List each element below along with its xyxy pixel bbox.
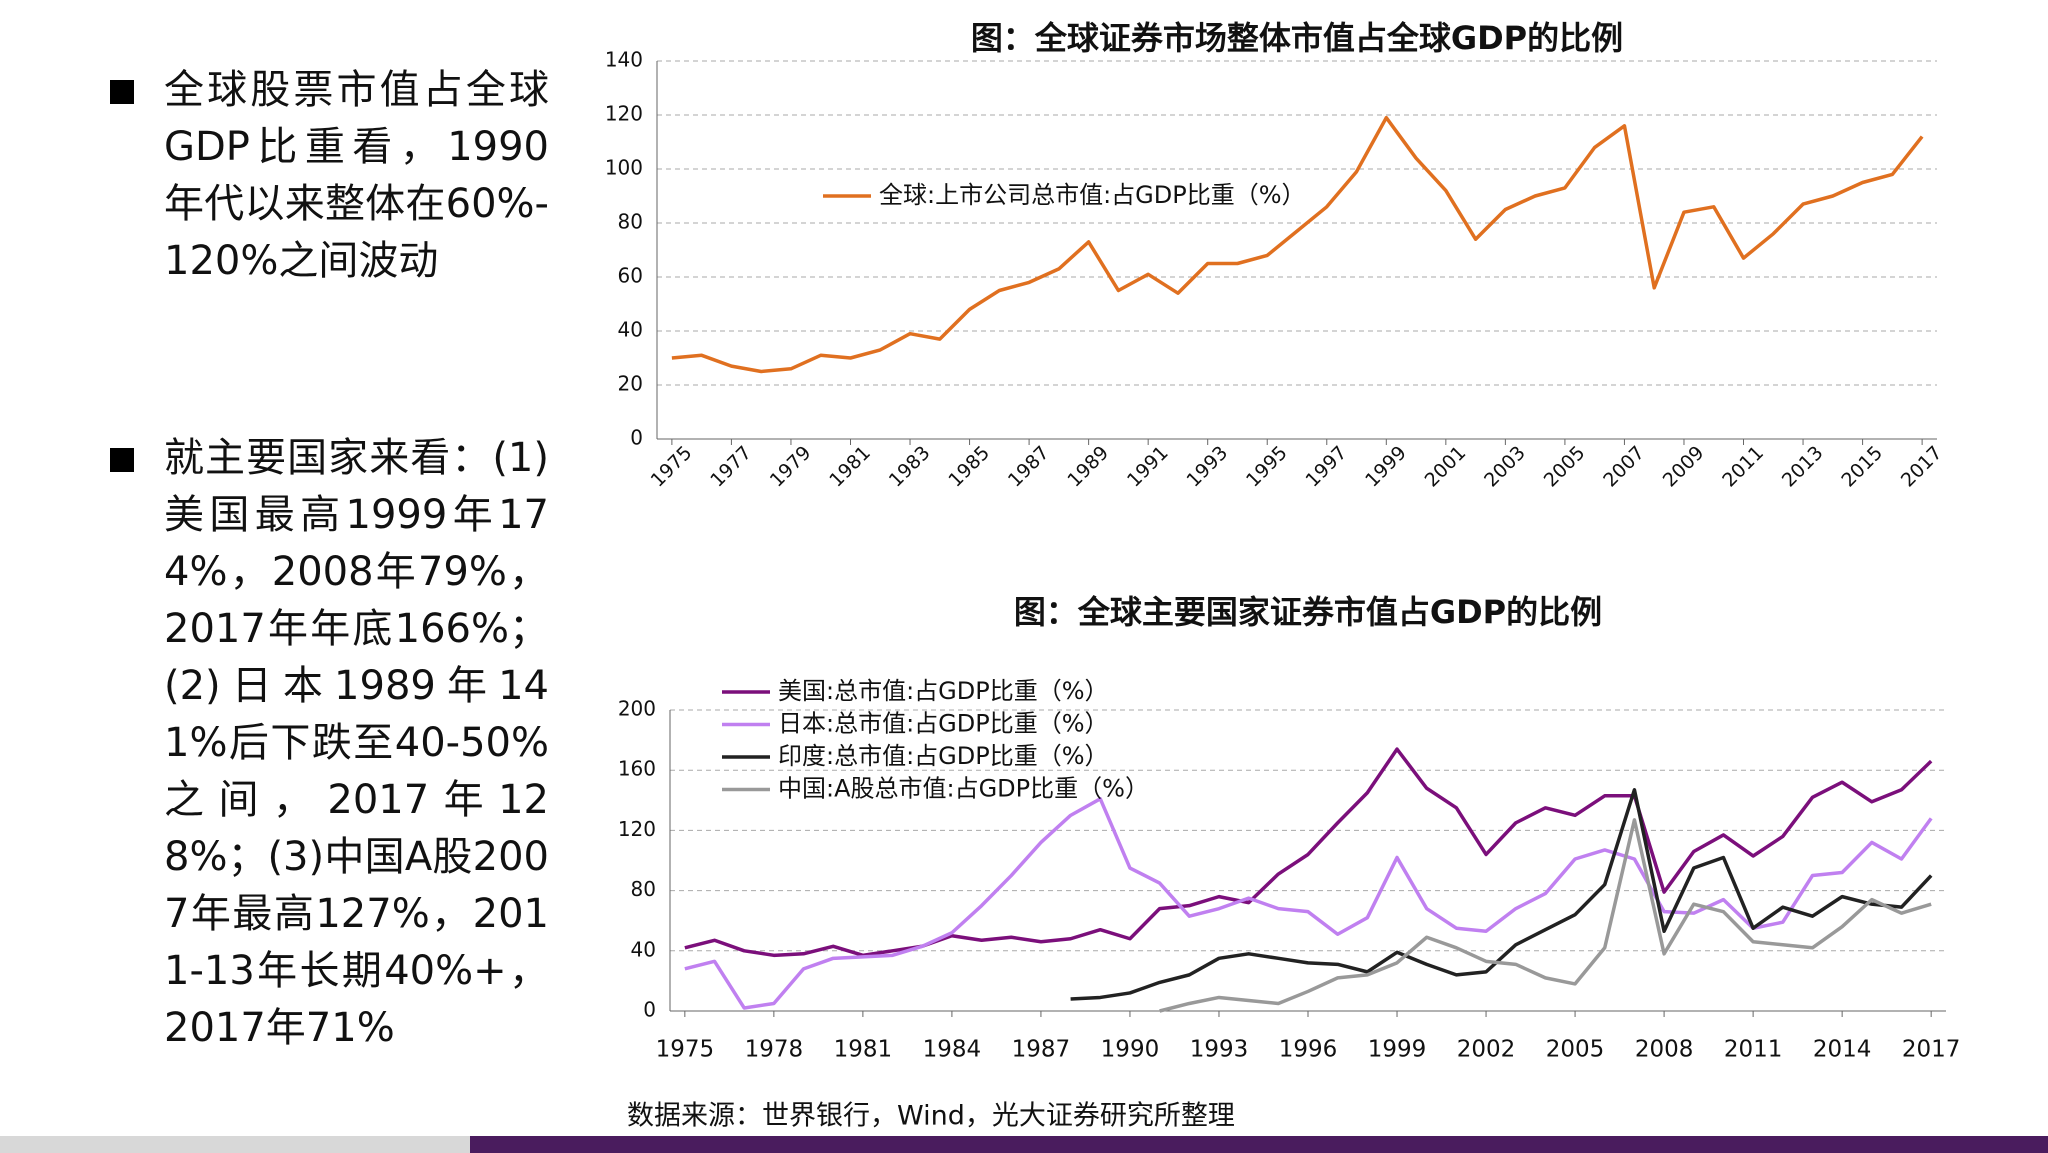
bullet-text: 全球股票市值占全球GDP比重看，1990年代以来整体在60%-120%之间波动 bbox=[164, 67, 549, 284]
legend-label: 全球:上市公司总市值:占GDP比重（%） bbox=[879, 181, 1306, 209]
y-tick-label: 0 bbox=[643, 998, 656, 1022]
x-tick-label: 1995 bbox=[1242, 442, 1292, 492]
x-tick-label: 1984 bbox=[923, 1037, 982, 1063]
x-tick-label: 1990 bbox=[1101, 1037, 1160, 1063]
bullet: 就主要国家来看：(1)美国最高1999年174%，2008年79%，2017年年… bbox=[110, 430, 550, 1057]
y-tick-label: 40 bbox=[618, 318, 643, 342]
y-tick-label: 140 bbox=[605, 48, 643, 72]
x-tick-label: 1997 bbox=[1302, 442, 1352, 492]
legend-label: 美国:总市值:占GDP比重（%） bbox=[778, 677, 1109, 705]
x-tick-label: 1979 bbox=[766, 442, 816, 492]
y-tick-label: 160 bbox=[618, 757, 656, 781]
x-tick-label: 1987 bbox=[1012, 1037, 1071, 1063]
x-tick-label: 1981 bbox=[834, 1037, 893, 1063]
x-tick-label: 2017 bbox=[1897, 442, 1947, 492]
bullet-marker bbox=[110, 448, 134, 472]
legend-label: 印度:总市值:占GDP比重（%） bbox=[778, 742, 1109, 770]
y-tick-label: 80 bbox=[618, 210, 643, 234]
x-tick-label: 2002 bbox=[1457, 1037, 1516, 1063]
x-tick-label: 2007 bbox=[1599, 442, 1649, 492]
bullet: 全球股票市值占全球GDP比重看，1990年代以来整体在60%-120%之间波动 bbox=[110, 62, 550, 290]
y-tick-label: 120 bbox=[618, 817, 656, 841]
x-tick-label: 1975 bbox=[647, 442, 697, 492]
chart-title: 图：全球证券市场整体市值占全球GDP的比例 bbox=[971, 19, 1623, 57]
x-tick-label: 2013 bbox=[1778, 442, 1828, 492]
x-tick-label: 1999 bbox=[1368, 1037, 1427, 1063]
y-tick-label: 120 bbox=[605, 102, 643, 126]
x-tick-label: 2005 bbox=[1546, 1037, 1605, 1063]
x-tick-label: 2014 bbox=[1813, 1037, 1872, 1063]
series-line bbox=[1159, 818, 1932, 1013]
series-line bbox=[684, 797, 1933, 1010]
y-tick-label: 200 bbox=[618, 697, 656, 721]
x-tick-label: 1999 bbox=[1361, 442, 1411, 492]
x-tick-label: 1985 bbox=[944, 442, 994, 492]
y-tick-label: 80 bbox=[631, 877, 656, 901]
source-note: 数据来源：世界银行，Wind，光大证券研究所整理 bbox=[627, 1101, 1235, 1132]
bullet-marker bbox=[110, 80, 134, 104]
x-tick-label: 2008 bbox=[1635, 1037, 1694, 1063]
x-tick-label: 2003 bbox=[1480, 442, 1530, 492]
x-tick-label: 1987 bbox=[1004, 442, 1054, 492]
x-tick-label: 1991 bbox=[1123, 442, 1173, 492]
x-tick-label: 2009 bbox=[1659, 442, 1709, 492]
x-tick-label: 1977 bbox=[706, 442, 756, 492]
x-tick-label: 1975 bbox=[656, 1037, 715, 1063]
x-tick-label: 2017 bbox=[1902, 1037, 1961, 1063]
x-tick-label: 2015 bbox=[1837, 442, 1887, 492]
x-tick-label: 1993 bbox=[1190, 1037, 1249, 1063]
footer-bar bbox=[470, 1136, 2048, 1153]
bullet-text: 就主要国家来看：(1)美国最高1999年174%，2008年79%，2017年年… bbox=[164, 435, 549, 1051]
x-tick-label: 1989 bbox=[1063, 442, 1113, 492]
y-tick-label: 20 bbox=[618, 372, 643, 396]
series-line bbox=[671, 115, 1924, 374]
x-tick-label: 1996 bbox=[1279, 1037, 1338, 1063]
legend-label: 日本:总市值:占GDP比重（%） bbox=[778, 710, 1109, 738]
series-line bbox=[1070, 788, 1933, 1001]
x-tick-label: 2011 bbox=[1718, 442, 1768, 492]
x-tick-label: 1983 bbox=[885, 442, 935, 492]
legend-label: 中国:A股总市值:占GDP比重（%） bbox=[778, 775, 1149, 803]
x-tick-label: 2001 bbox=[1421, 442, 1471, 492]
chart-title: 图：全球主要国家证券市值占GDP的比例 bbox=[1014, 593, 1602, 631]
x-tick-label: 1981 bbox=[825, 442, 875, 492]
y-tick-label: 100 bbox=[605, 156, 643, 180]
y-tick-label: 0 bbox=[630, 426, 643, 450]
x-tick-label: 1993 bbox=[1182, 442, 1232, 492]
x-tick-label: 2011 bbox=[1724, 1037, 1783, 1063]
series-line bbox=[684, 747, 1933, 958]
x-tick-label: 2005 bbox=[1540, 442, 1590, 492]
x-tick-label: 1978 bbox=[745, 1037, 804, 1063]
footer-bar bbox=[0, 1136, 470, 1153]
y-tick-label: 60 bbox=[618, 264, 643, 288]
y-tick-label: 40 bbox=[631, 937, 656, 961]
